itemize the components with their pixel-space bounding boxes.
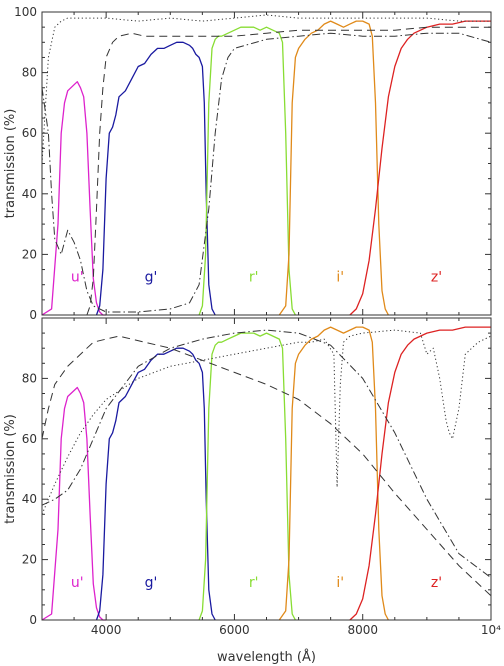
band-label-1-0: u': [71, 575, 84, 591]
series-line-1-7: [41, 329, 492, 579]
y-tick-label-0: 0: [29, 308, 37, 322]
series-line-0-4: [349, 20, 491, 316]
series-line-1-0: [41, 386, 107, 621]
band-label-0-3: i': [336, 270, 344, 286]
series-line-0-2: [198, 26, 296, 316]
x-axis-title-1: wavelength (Å): [217, 649, 316, 665]
series-line-0-3: [278, 20, 389, 316]
y-tick-label-1: 40: [22, 492, 37, 506]
series-line-0-5: [41, 14, 491, 164]
series-line-1-6: [41, 335, 492, 597]
band-label-1-1: g': [145, 575, 158, 591]
x-tick-label-1: 10⁴: [481, 623, 501, 637]
series-line-1-4: [349, 326, 491, 621]
band-label-0-1: g': [145, 270, 158, 286]
band-label-0-0: u': [71, 270, 84, 286]
y-tick-label-0: 80: [22, 66, 37, 80]
series-line-0-7: [41, 32, 492, 313]
series-line-0-6: [86, 26, 491, 316]
series-line-1-1: [95, 347, 216, 621]
y-axis-title-1: transmission (%): [3, 414, 18, 524]
panel-frame-1: [41, 317, 492, 621]
series-line-0-1: [95, 41, 216, 316]
y-tick-label-1: 0: [29, 613, 37, 627]
series-line-1-5: [41, 329, 492, 515]
x-tick-label-1: 4000: [91, 623, 122, 637]
band-label-1-4: z': [431, 575, 442, 591]
y-tick-label-0: 100: [14, 5, 37, 19]
y-tick-label-1: 80: [22, 371, 37, 385]
series-line-1-3: [278, 326, 389, 621]
y-tick-label-0: 20: [22, 247, 37, 261]
panel-frame-0: [41, 11, 492, 316]
series-line-0-0: [41, 81, 107, 316]
y-axis-title-0: transmission (%): [3, 109, 18, 219]
x-tick-label-1: 8000: [347, 623, 378, 637]
band-label-1-3: i': [336, 575, 344, 591]
y-tick-label-0: 40: [22, 187, 37, 201]
band-label-0-2: r': [249, 270, 259, 286]
band-label-0-4: z': [431, 270, 442, 286]
y-tick-label-0: 60: [22, 126, 37, 140]
series-line-1-2: [198, 332, 296, 621]
y-tick-label-1: 60: [22, 432, 37, 446]
band-label-1-2: r': [249, 575, 259, 591]
y-tick-label-1: 20: [22, 553, 37, 567]
x-tick-label-1: 6000: [219, 623, 250, 637]
